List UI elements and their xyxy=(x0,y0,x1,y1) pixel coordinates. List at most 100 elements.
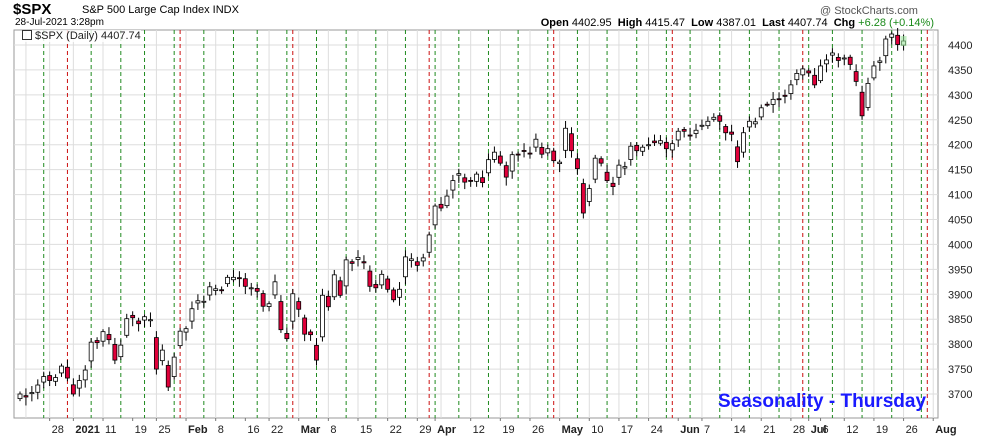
candle-body xyxy=(818,65,823,82)
candle-body xyxy=(711,116,717,120)
candle-body xyxy=(480,177,485,184)
x-tick-label: 12 xyxy=(473,424,485,436)
candle-body xyxy=(895,34,901,45)
candle-body xyxy=(408,258,414,261)
candle-body xyxy=(847,56,853,65)
candle-body xyxy=(94,340,100,344)
x-tick-label: May xyxy=(562,424,584,436)
candle-body xyxy=(165,365,171,388)
candle-body xyxy=(118,344,124,358)
candle-body xyxy=(397,288,402,298)
candle-body xyxy=(824,59,829,65)
candle-body xyxy=(681,129,687,132)
candle-body xyxy=(658,140,663,144)
candle-body xyxy=(426,234,432,253)
candle-body xyxy=(195,300,201,304)
candle-body xyxy=(266,303,272,307)
candle-body xyxy=(153,337,159,370)
candle-body xyxy=(302,317,308,335)
y-tick-label: 3950 xyxy=(948,264,972,276)
candle-body xyxy=(503,165,509,178)
candle-body xyxy=(391,289,396,301)
high-value: 4415.47 xyxy=(645,17,686,29)
x-tick-label: Apr xyxy=(437,424,457,436)
candle-body xyxy=(183,328,189,333)
candle-body xyxy=(201,300,207,303)
candle-body xyxy=(652,140,657,144)
candle-body xyxy=(189,308,195,322)
candle-body xyxy=(610,182,616,187)
candle-body xyxy=(70,384,76,395)
candle-body xyxy=(646,144,651,147)
candle-body xyxy=(142,316,147,321)
x-tick-label: Aug xyxy=(935,424,956,436)
y-tick-label: 4050 xyxy=(948,215,972,227)
candle-body xyxy=(604,171,610,182)
candle-body xyxy=(598,158,604,164)
current-bar-highlight xyxy=(900,36,907,46)
quote-date: 28-Jul-2021 3:28pm xyxy=(15,17,104,28)
candle-body xyxy=(361,261,367,264)
x-tick-label: 16 xyxy=(247,424,259,436)
candle-body xyxy=(207,286,213,296)
candle-body xyxy=(159,349,165,362)
x-tick-label: 22 xyxy=(390,424,402,436)
candle-body xyxy=(219,289,225,292)
candle-body xyxy=(575,158,580,170)
last-label: Last xyxy=(762,17,785,29)
candle-body xyxy=(231,276,236,281)
candle-body xyxy=(545,148,551,154)
candle-body xyxy=(735,146,740,163)
x-tick-label: 26 xyxy=(906,424,918,436)
x-tick-label: 15 xyxy=(360,424,372,436)
candle-body xyxy=(687,134,693,137)
candle-body xyxy=(705,120,711,127)
candle-body xyxy=(877,60,883,63)
candle-body xyxy=(88,341,94,362)
x-tick-label: 25 xyxy=(158,424,170,436)
candle-body xyxy=(841,57,847,60)
y-tick-label: 4400 xyxy=(948,40,972,52)
x-tick-label: 6 xyxy=(823,424,829,436)
candle-body xyxy=(53,377,58,382)
candle-body xyxy=(248,287,254,290)
candle-body xyxy=(533,138,539,148)
candle-body xyxy=(272,281,278,296)
x-tick-label: 10 xyxy=(591,424,603,436)
candle-body xyxy=(557,161,563,164)
x-tick-label: 28 xyxy=(793,424,805,436)
candle-body xyxy=(76,380,82,389)
candle-body xyxy=(468,179,474,182)
legend-swatch xyxy=(22,30,32,40)
y-tick-label: 3900 xyxy=(948,289,972,301)
candle-body xyxy=(491,151,497,160)
stockcharts-credit[interactable]: @ StockCharts.com xyxy=(820,5,918,17)
candle-body xyxy=(871,65,877,79)
candle-body xyxy=(124,318,130,336)
candle-body xyxy=(741,132,746,153)
candle-body xyxy=(136,320,142,325)
candle-body xyxy=(59,365,64,374)
candle-body xyxy=(432,205,438,226)
x-tick-label: Feb xyxy=(188,424,208,436)
candle-body xyxy=(592,157,598,180)
x-tick-label: 19 xyxy=(502,424,514,436)
candle-body xyxy=(35,384,41,393)
candle-body xyxy=(343,259,349,287)
candle-body xyxy=(640,146,646,152)
candle-body xyxy=(723,126,729,134)
candle-body xyxy=(420,257,426,262)
candle-body xyxy=(746,120,752,128)
low-value: 4387.01 xyxy=(716,17,756,29)
x-tick-label: 14 xyxy=(734,424,746,436)
candle-body xyxy=(403,256,408,278)
candle-body xyxy=(112,344,118,361)
candle-body xyxy=(764,103,770,106)
seasonality-annotation: Seasonality - Thursday xyxy=(718,391,927,412)
candle-body xyxy=(497,155,503,164)
chart-legend: $SPX (Daily) 4407.74 xyxy=(22,30,141,42)
candle-body xyxy=(438,203,444,209)
low-label: Low xyxy=(691,17,714,29)
candle-body xyxy=(800,68,806,76)
